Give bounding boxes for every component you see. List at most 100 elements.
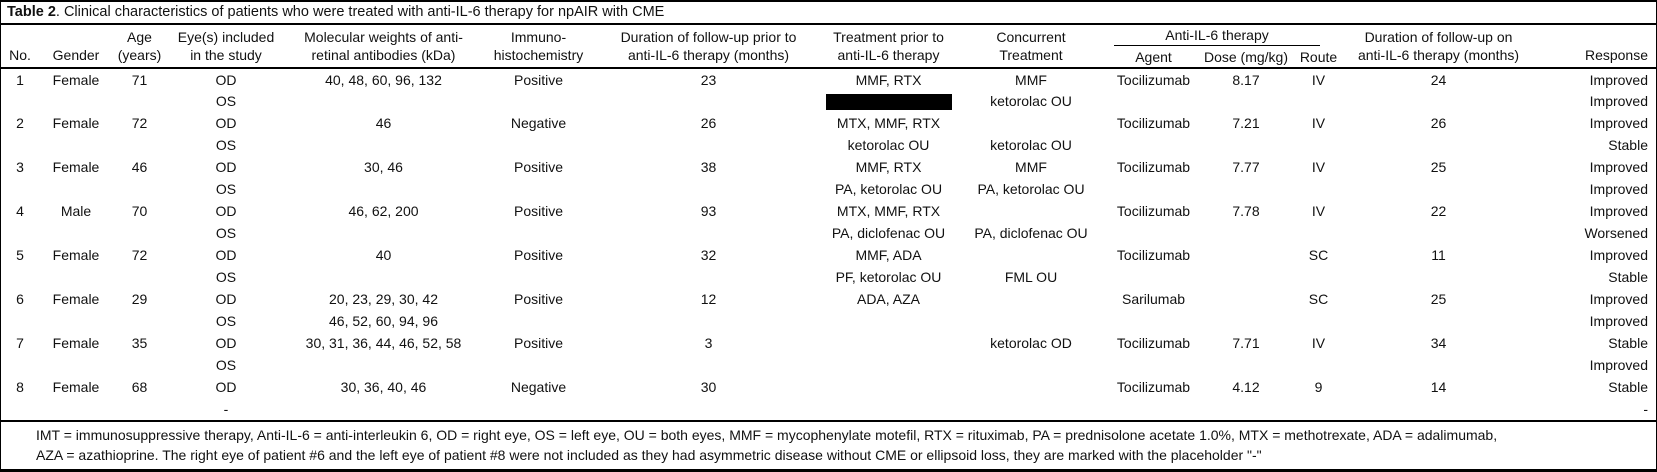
table-cell: 7.77 (1232, 159, 1260, 175)
table-cell: OS (215, 357, 237, 373)
column-header-immunohistochemistry: Immuno-histochemistry (481, 25, 596, 69)
table-cell: 72 (131, 115, 148, 131)
table-cell: OS (215, 225, 237, 241)
redaction-box (825, 93, 952, 110)
table-cell (39, 398, 113, 420)
table-cell: 25 (1430, 291, 1447, 307)
table-cell: Sarilumab (1121, 291, 1186, 307)
table-cell: PA, ketorolac OU (977, 181, 1085, 197)
header-row: No. Gender Age (years) Eye(s) included in … (1, 25, 1656, 69)
column-header-molecular-weights: Molecular weights of anti-retinal antibo… (286, 25, 481, 69)
column-header-concurrent-treatment: Concurrent Treatment (956, 25, 1106, 69)
table-cell: 26 (1430, 115, 1447, 131)
table-cell (956, 112, 1106, 134)
table-cell (956, 398, 1106, 420)
table-cell (596, 398, 821, 420)
table-cell: Improved (1589, 159, 1648, 175)
table-cell (286, 266, 481, 288)
table-cell (596, 222, 821, 244)
table-cell: SC (1308, 247, 1329, 263)
table-cell (1346, 310, 1531, 332)
table-cell: Positive (513, 247, 564, 263)
table-cell: MMF, ADA (855, 247, 922, 263)
table-cell (956, 200, 1106, 222)
table-cell: 3 (16, 159, 24, 175)
table-cell (821, 332, 956, 354)
table-cell: MTX, MMF, RTX (836, 203, 941, 219)
table-cell (39, 222, 113, 244)
table-cell: Male (60, 203, 92, 219)
table-cell: Improved (1589, 71, 1648, 88)
table-cell: Worsened (1584, 225, 1648, 241)
column-header-dose: Dose (mg/kg) (1203, 49, 1289, 65)
table-cell: 24 (1430, 71, 1447, 88)
table-cell (1346, 398, 1531, 420)
table-row-patient-1-line-2: OS ketorolac OU Improved (1, 90, 1656, 112)
table-cell: 46, 62, 200 (348, 203, 419, 219)
footnote-line-1: IMT = immunosuppressive therapy, Anti-IL… (36, 427, 1498, 443)
table-cell: Positive (513, 291, 564, 307)
table-row-patient-4-line-1: 4 Male 70 OD 46, 62, 200 Positive 93 MTX, MMF, … (1, 200, 1656, 222)
table-cell (1, 398, 39, 420)
table-cell: - (1643, 401, 1648, 417)
table-cell: 30, 46 (364, 159, 403, 175)
table-cell: PA, ketorolac OU (834, 181, 943, 197)
table-cell (956, 244, 1106, 266)
table-cell: MMF, RTX (855, 159, 922, 175)
table-cell (481, 398, 596, 420)
table-cell (286, 354, 481, 376)
table-cell (1106, 178, 1201, 200)
table-cell (113, 266, 166, 288)
table-cell (1291, 222, 1346, 244)
table-cell: Improved (1589, 247, 1648, 263)
group-header-anti-il6: Anti-IL-6 therapy (1114, 26, 1320, 46)
table-cell (481, 310, 596, 332)
table-cell: OS (215, 269, 237, 285)
table-row-patient-4-line-2: OS PA, diclofenac OU PA, diclofenac OU Wors… (1, 222, 1656, 244)
table-caption: . Clinical characteristics of patients w… (55, 4, 665, 20)
table-cell: Improved (1589, 115, 1648, 131)
column-header-duration-prior: Duration of follow-up prior to anti-IL-6 … (596, 25, 821, 69)
table-cell: Female (52, 71, 100, 88)
table-cell (821, 310, 956, 332)
table-cell: - (223, 401, 229, 417)
table-row-patient-6-line-2: OS 46, 52, 60, 94, 96 Improved (1, 310, 1656, 332)
column-group-anti-il6-therapy: Anti-IL-6 therapy Agent Dose (mg/kg) Rou… (1106, 25, 1346, 69)
table-cell: OD (215, 291, 237, 307)
table-cell (39, 90, 113, 112)
table-cell (39, 178, 113, 200)
table-cell (1201, 178, 1291, 200)
table-cell: 8.17 (1232, 71, 1260, 88)
table-cell: OD (215, 247, 237, 263)
table-cell: 23 (700, 71, 717, 88)
table-cell: 20, 23, 29, 30, 42 (329, 291, 438, 307)
table-cell (113, 178, 166, 200)
column-header-age: Age (years) (113, 25, 166, 69)
table-cell: ADA, AZA (856, 291, 921, 307)
table-cell: IV (1311, 115, 1326, 131)
table-cell (596, 310, 821, 332)
table-cell: 29 (131, 291, 148, 307)
table-cell: Positive (513, 335, 564, 351)
table-cell (113, 222, 166, 244)
table-cell: Female (52, 115, 100, 131)
table-cell (1201, 354, 1291, 376)
table-cell: 40, 48, 60, 96, 132 (325, 71, 442, 88)
table-cell: 7.21 (1232, 115, 1260, 131)
table-cell: 30, 31, 36, 44, 46, 52, 58 (305, 335, 462, 351)
table-cell (286, 90, 481, 112)
table-cell: Tocilizumab (1116, 71, 1191, 88)
table-cell: PF, ketorolac OU (835, 269, 942, 285)
table-cell: PA, diclofenac OU (831, 225, 946, 241)
table-cell: Stable (1608, 137, 1648, 153)
table-cell: ketorolac OU (990, 137, 1072, 153)
table-cell (1106, 310, 1201, 332)
table-cell: Negative (510, 115, 567, 131)
table-row-patient-5-line-1: 5 Female 72 OD 40 Positive 32 MMF, ADA Tocilizum… (1, 244, 1656, 266)
column-header-duration-on: Duration of follow-up on anti-IL-6 therap… (1346, 25, 1531, 69)
table-cell: OD (215, 71, 237, 88)
table-cell: Female (52, 379, 100, 395)
table-cell: IV (1311, 71, 1326, 88)
table-cell (1106, 90, 1201, 112)
table-cell (821, 90, 956, 112)
